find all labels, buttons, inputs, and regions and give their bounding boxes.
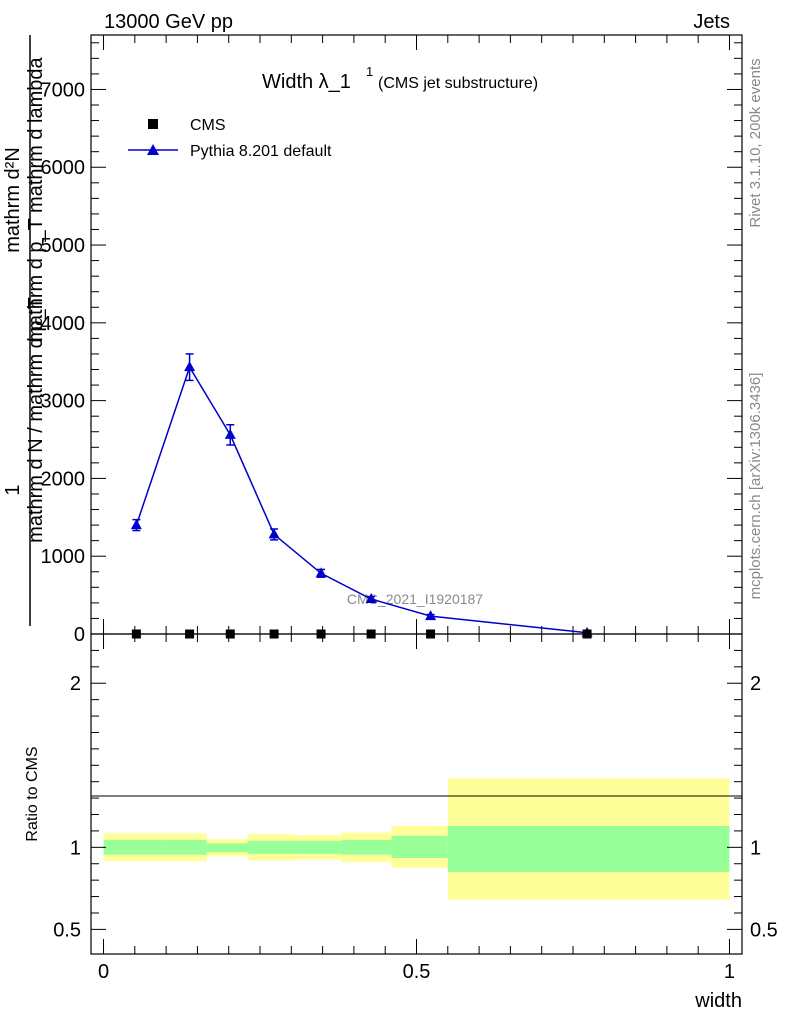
analysis-watermark: CMS_2021_I1920187	[347, 591, 483, 607]
svg-text:(CMS jet substructure): (CMS jet substructure)	[378, 75, 538, 92]
legend-mc-label: Pythia 8.201 default	[190, 143, 332, 160]
ratio-inner-band	[247, 840, 295, 854]
ratio-y-tick-label-right: 2	[750, 673, 761, 695]
ratio-y-tick-label: 1	[70, 837, 81, 859]
x-tick-label: 0	[98, 961, 109, 983]
mc-point	[425, 610, 437, 621]
legend-cms-label: CMS	[190, 117, 226, 134]
main-y-tick-label: 1000	[41, 546, 86, 568]
main-y-tick-label: 7000	[41, 79, 86, 101]
ratio-inner-band	[166, 839, 207, 855]
mc-point	[224, 428, 236, 439]
ratio-y-tick-label-right: 0.5	[750, 919, 778, 941]
main-y-tick-label: 2000	[41, 468, 86, 490]
main-y-tick-label: 0	[74, 624, 85, 646]
process-label: Jets	[693, 11, 730, 33]
plot-title: Width λ_1 1 (CMS jet substructure)	[262, 64, 538, 93]
ratio-y-axis-label: Ratio to CMS	[24, 746, 41, 841]
ratio-inner-band	[341, 839, 392, 855]
legend-cms-marker	[148, 119, 158, 129]
svg-text:1: 1	[2, 484, 24, 495]
x-tick-label: 1	[724, 961, 735, 983]
energy-label: 13000 GeV pp	[104, 11, 233, 33]
ratio-bands	[103, 778, 730, 900]
ratio-inner-band	[206, 843, 248, 853]
main-y-tick-label: 3000	[41, 391, 86, 413]
ratio-inner-band	[103, 839, 167, 855]
ratio-axis-ticks: 0.5 0.5 1 1 2 2 0 0.5 1	[53, 634, 778, 983]
main-y-tick-label: 6000	[41, 157, 86, 179]
svg-text:1: 1	[366, 64, 373, 79]
main-y-axis-label: 1 mathrm d N / mathrm d p_T mathrm d²N m…	[2, 35, 47, 626]
ratio-y-tick-label: 2	[70, 673, 81, 695]
mcplots-reference-label: mcplots.cern.ch [arXiv:1306.3436]	[747, 373, 764, 600]
main-plot-frame	[90, 34, 743, 635]
mc-point	[365, 592, 377, 603]
rivet-version-label: Rivet 3.1.10, 200k events	[747, 58, 764, 227]
ratio-y-tick-label-right: 1	[750, 837, 761, 859]
x-axis-label: width	[694, 990, 742, 1012]
ratio-y-tick-label: 0.5	[53, 919, 81, 941]
ratio-inner-band	[447, 826, 730, 872]
legend: CMS Pythia 8.201 default	[128, 117, 332, 160]
mc-point	[315, 567, 327, 578]
mc-point	[184, 361, 196, 372]
x-tick-label: 0.5	[403, 961, 431, 983]
main-y-tick-label: 4000	[41, 313, 86, 335]
main-axis-ticks: 0 1000 2000 3000 4000 5000 6000 7000	[41, 35, 742, 646]
mc-point	[130, 519, 142, 530]
legend-mc-marker	[147, 144, 159, 155]
svg-text:Width λ_1: Width λ_1	[262, 71, 351, 93]
ratio-inner-band	[294, 840, 342, 854]
ratio-inner-band	[391, 835, 448, 858]
mc-point	[268, 528, 280, 539]
svg-text:mathrm d²N: mathrm d²N	[2, 147, 24, 253]
mc-series-line	[135, 365, 588, 634]
main-y-tick-label: 5000	[41, 235, 86, 257]
